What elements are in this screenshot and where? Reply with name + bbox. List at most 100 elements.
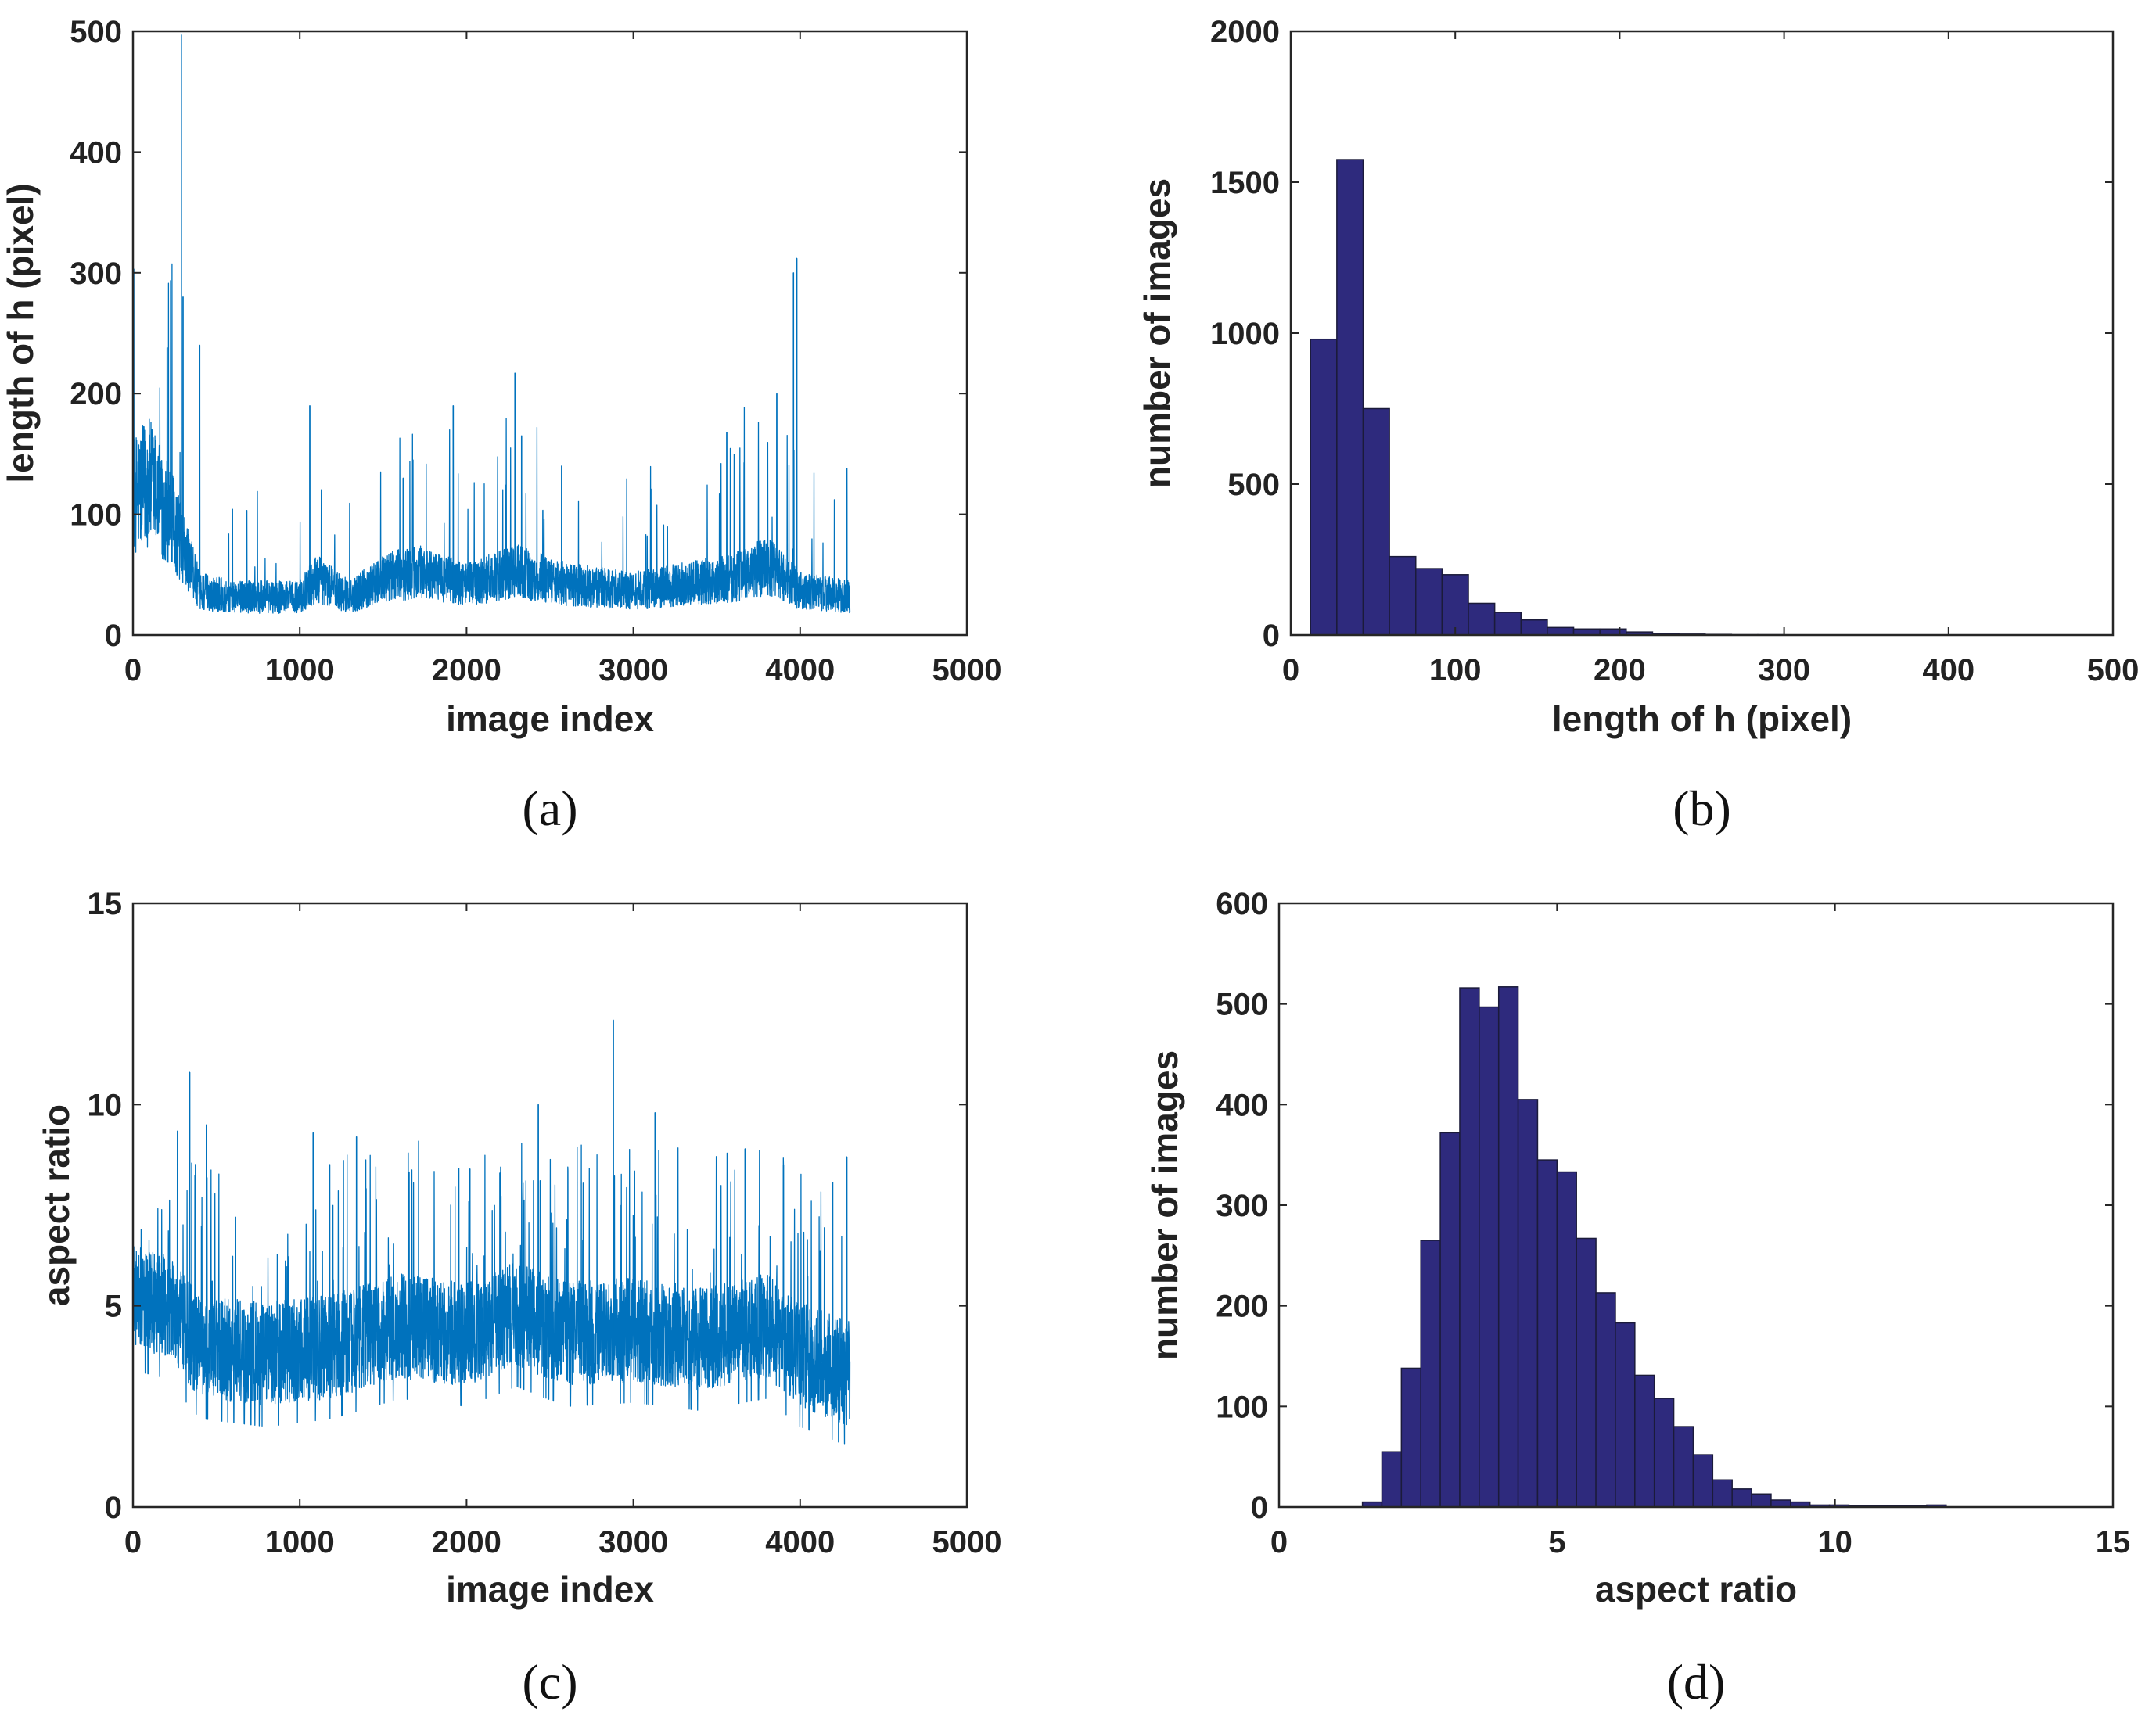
- x-tick-label: 5: [1548, 1525, 1565, 1559]
- panel-b-length-histogram: 0 100 200 300 400 500 0 500 1000 1500 2000 length…: [1137, 15, 2139, 836]
- x-tick-label: 200: [1594, 653, 1646, 687]
- histogram-bar: [1400, 1367, 1421, 1508]
- panel-b-y-ticks: 0 500 1000 1500 2000: [1210, 15, 2113, 653]
- histogram-bar: [1673, 1426, 1694, 1508]
- panel-c-y-axis-label: aspect ratio: [36, 1104, 77, 1306]
- x-tick-label: 5000: [932, 653, 1002, 687]
- y-tick-label: 2000: [1210, 15, 1280, 49]
- panel-d-x-ticks: 0 5 10 15: [1270, 903, 2130, 1559]
- x-tick-label: 2000: [432, 653, 501, 687]
- panel-a-x-ticks: 0 1000 2000 3000 4000 5000: [124, 31, 1002, 687]
- histogram-bar: [1479, 1006, 1500, 1508]
- y-tick-label: 0: [1263, 619, 1280, 653]
- panel-c-aspect-line-chart: 0 1000 2000 3000 4000 5000 0 5 10 15 image index…: [36, 887, 1001, 1710]
- panel-b-x-axis-label: length of h (pixel): [1552, 698, 1852, 739]
- histogram-bar: [1751, 1493, 1772, 1508]
- x-tick-label: 3000: [598, 1525, 668, 1559]
- x-tick-label: 3000: [598, 653, 668, 687]
- panel-a-y-ticks: 0 100 200 300 400 500: [70, 15, 967, 653]
- y-tick-label: 300: [70, 257, 122, 291]
- y-tick-label: 15: [88, 887, 123, 921]
- panel-d-caption: (d): [1667, 1654, 1726, 1710]
- y-tick-label: 1500: [1210, 166, 1280, 200]
- y-tick-label: 400: [70, 135, 122, 170]
- panel-a-axes-frame: [131, 30, 968, 637]
- panel-b-marks: [1310, 159, 1785, 636]
- panel-b-axes-frame: [1289, 30, 2115, 637]
- histogram-bar: [1336, 159, 1364, 636]
- y-tick-label: 0: [1251, 1491, 1268, 1525]
- x-tick-label: 5000: [932, 1525, 1002, 1559]
- x-tick-label: 400: [1922, 653, 1975, 687]
- y-tick-label: 0: [105, 1491, 122, 1525]
- y-tick-label: 600: [1216, 887, 1268, 921]
- panel-d-x-axis-label: aspect ratio: [1595, 1569, 1797, 1610]
- x-tick-label: 10: [1817, 1525, 1852, 1559]
- histogram-bar: [1468, 602, 1496, 636]
- histogram-bar: [1497, 986, 1519, 1508]
- y-tick-label: 400: [1216, 1088, 1268, 1122]
- data-series-line: [132, 34, 851, 614]
- histogram-bar: [1770, 1499, 1791, 1508]
- data-series-line: [132, 1019, 851, 1445]
- panel-c-x-axis-label: image index: [446, 1569, 654, 1610]
- panel-c-marks: [132, 1019, 851, 1445]
- histogram-bar: [1493, 612, 1522, 636]
- histogram-bar: [1576, 1237, 1597, 1508]
- x-tick-label: 500: [2087, 653, 2140, 687]
- histogram-bar: [1653, 1398, 1675, 1508]
- y-tick-label: 500: [1227, 468, 1280, 502]
- histogram-bar: [1556, 1171, 1577, 1508]
- panel-b-caption: (b): [1673, 781, 1731, 836]
- y-tick-label: 300: [1216, 1189, 1268, 1223]
- y-tick-label: 200: [1216, 1290, 1268, 1324]
- x-tick-label: 4000: [765, 1525, 835, 1559]
- histogram-bar: [1615, 1322, 1636, 1508]
- x-tick-label: 300: [1758, 653, 1810, 687]
- histogram-bar: [1731, 1488, 1752, 1508]
- histogram-bar: [1415, 568, 1443, 636]
- panel-b-x-ticks: 0 100 200 300 400 500: [1282, 31, 2140, 687]
- y-tick-label: 200: [70, 377, 122, 411]
- panel-d-y-ticks: 0 100 200 300 400 500 600: [1216, 887, 2113, 1525]
- panel-a-y-axis-label: length of h (pixel): [0, 183, 41, 483]
- y-tick-label: 10: [88, 1088, 123, 1122]
- histogram-bar: [1634, 1374, 1655, 1508]
- histogram-bar: [1547, 626, 1575, 636]
- panel-b-y-axis-label: number of images: [1137, 178, 1177, 488]
- x-tick-label: 0: [124, 1525, 142, 1559]
- y-tick-label: 100: [70, 498, 122, 533]
- histogram-bar: [1459, 987, 1480, 1508]
- panel-a-marks: [132, 34, 851, 614]
- x-tick-label: 2000: [432, 1525, 501, 1559]
- panel-c-caption: (c): [522, 1654, 577, 1710]
- panel-c-y-ticks: 0 5 10 15: [88, 887, 967, 1525]
- panel-c-x-ticks: 0 1000 2000 3000 4000 5000: [124, 903, 1002, 1559]
- histogram-bar: [1381, 1451, 1403, 1508]
- y-tick-label: 5: [105, 1290, 122, 1324]
- histogram-bar: [1595, 1292, 1616, 1508]
- x-tick-label: 15: [2096, 1525, 2131, 1559]
- y-tick-label: 500: [1216, 988, 1268, 1022]
- histogram-bar: [1520, 619, 1548, 636]
- y-tick-label: 500: [70, 15, 122, 49]
- y-tick-label: 100: [1216, 1390, 1268, 1424]
- x-tick-label: 100: [1429, 653, 1482, 687]
- x-tick-label: 0: [1282, 653, 1299, 687]
- y-tick-label: 1000: [1210, 317, 1280, 351]
- histogram-bar: [1536, 1159, 1558, 1508]
- y-tick-label: 0: [105, 619, 122, 653]
- x-tick-label: 1000: [265, 1525, 335, 1559]
- histogram-bar: [1517, 1099, 1539, 1508]
- panel-a-x-axis-label: image index: [446, 698, 654, 739]
- histogram-bar: [1389, 555, 1417, 636]
- panel-d-y-axis-label: number of images: [1144, 1050, 1185, 1360]
- histogram-bar: [1362, 407, 1390, 636]
- x-tick-label: 1000: [265, 653, 335, 687]
- histogram-bar: [1441, 574, 1469, 636]
- panel-d-marks: [1361, 986, 1947, 1508]
- panel-a-caption: (a): [522, 781, 577, 836]
- histogram-bar: [1439, 1132, 1461, 1508]
